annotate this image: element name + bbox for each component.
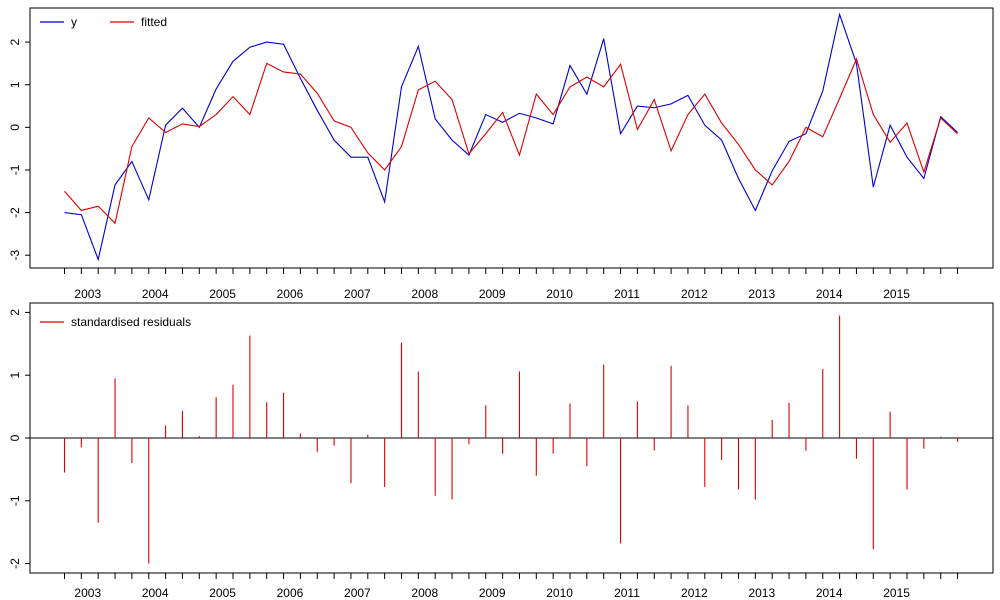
bottom-x-tick-label: 2012 [681, 586, 708, 600]
top-x-tick-label: 2007 [344, 287, 371, 301]
top-x-tick-label: 2015 [883, 287, 910, 301]
bottom-x-tick-label: 2006 [277, 586, 304, 600]
bottom-x-tick-label: 2013 [748, 586, 775, 600]
bottom-x-tick-label: 2011 [614, 586, 640, 600]
top-y-tick-label: -2 [8, 207, 22, 218]
bottom-y-tick-label: -2 [8, 558, 22, 569]
top-y-tick-label: 0 [8, 124, 22, 131]
legend-label-fitted: fitted [141, 15, 167, 29]
top-y-tick-label: 1 [8, 81, 22, 88]
bottom-x-tick-label: 2003 [74, 586, 101, 600]
bottom-x-tick-label: 2010 [546, 586, 573, 600]
series-line-y [64, 12, 958, 262]
bottom-x-tick-label: 2015 [883, 586, 910, 600]
top-y-tick-label: -1 [8, 164, 22, 175]
bottom-y-tick-label: 0 [8, 434, 22, 441]
top-plot-frame [29, 7, 994, 269]
top-x-tick-label: 2013 [748, 287, 775, 301]
top-x-tick-label: 2014 [816, 287, 843, 301]
bottom-panel: -2 -1 0 1 2 2003 2004 2005 2006 2007 2008 2009 2010 2… [8, 302, 994, 600]
top-panel: -3 -2 -1 0 1 2 2003 2004 2005 2006 2007 2008 2009 201… [8, 7, 994, 301]
top-x-tick-label: 2003 [74, 287, 101, 301]
bottom-y-tick-label: -1 [8, 495, 22, 506]
legend-label-y: y [71, 15, 77, 29]
bottom-x-tick-label: 2005 [209, 586, 236, 600]
legend-label-residuals: standardised residuals [71, 315, 191, 329]
top-y-tick-label: 2 [8, 38, 22, 45]
top-x-tick-label: 2012 [681, 287, 708, 301]
top-x-tick-label: 2004 [142, 287, 169, 301]
bottom-y-tick-label: 2 [8, 309, 22, 316]
top-x-tick-label: 2011 [614, 287, 640, 301]
top-y-tick-label: -3 [8, 250, 22, 261]
bottom-x-tick-label: 2007 [344, 586, 371, 600]
top-x-tick-label: 2009 [479, 287, 506, 301]
bottom-x-tick-label: 2008 [411, 586, 438, 600]
top-x-tick-label: 2005 [209, 287, 236, 301]
bottom-x-tick-label: 2009 [479, 586, 506, 600]
top-x-tick-label: 2010 [546, 287, 573, 301]
bottom-x-tick-label: 2004 [142, 586, 169, 600]
top-x-tick-label: 2006 [277, 287, 304, 301]
series-line-fitted [64, 57, 958, 225]
top-x-tick-label: 2008 [411, 287, 438, 301]
bottom-y-tick-label: 1 [8, 372, 22, 379]
bottom-x-tick-label: 2014 [816, 586, 843, 600]
